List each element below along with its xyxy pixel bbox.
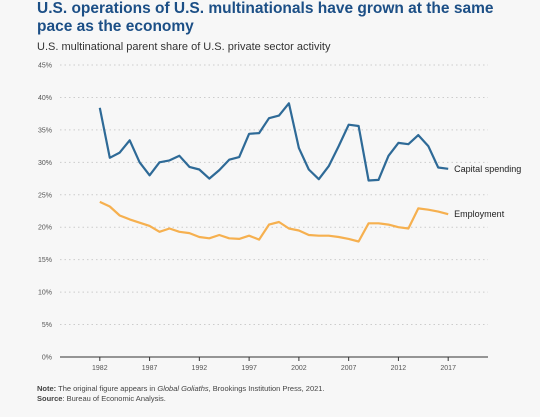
y-tick-label: 0% <box>42 355 52 362</box>
note-line: Note: The original figure appears in Glo… <box>37 384 325 394</box>
source-label: Source <box>37 394 63 403</box>
series-labels: Capital spending Employment <box>454 164 521 219</box>
y-tick-label: 5% <box>42 322 52 329</box>
x-tick-label: 2017 <box>440 365 456 372</box>
x-axis-ticks: 1982 1987 1992 1997 2002 2007 2012 2017 <box>92 357 456 372</box>
y-tick-label: 20% <box>38 225 52 232</box>
chart-title: U.S. operations of U.S. multinationals h… <box>37 0 494 35</box>
x-tick-label: 1987 <box>142 365 158 372</box>
y-axis-ticks: 0% 5% 10% 15% 20% 25% 30% 35% 40% 45% <box>38 63 52 362</box>
capital-spending-line <box>98 102 449 182</box>
note-book-title: Global Goliaths <box>157 384 209 393</box>
footnote: Note: The original figure appears in Glo… <box>37 384 325 404</box>
x-tick-label: 1997 <box>241 365 257 372</box>
y-tick-label: 10% <box>38 290 52 297</box>
note-post: , Brookings Institution Press, 2021. <box>208 384 325 393</box>
x-tick-label: 2007 <box>341 365 357 372</box>
y-tick-label: 15% <box>38 257 52 264</box>
capital-spending-label: Capital spending <box>454 164 521 174</box>
y-tick-label: 40% <box>38 95 52 102</box>
y-tick-label: 30% <box>38 160 52 167</box>
chart-subtitle: U.S. multinational parent share of U.S. … <box>37 41 331 53</box>
x-tick-label: 2012 <box>391 365 407 372</box>
y-tick-label: 25% <box>38 192 52 199</box>
employment-label: Employment <box>454 209 505 219</box>
y-tick-label: 45% <box>38 63 52 70</box>
x-tick-label: 1982 <box>92 365 108 372</box>
y-tick-label: 35% <box>38 127 52 134</box>
x-tick-label: 1992 <box>192 365 208 372</box>
source-line: Source: Bureau of Economic Analysis. <box>37 394 325 404</box>
series-lines <box>98 102 449 243</box>
employment-line <box>99 200 449 243</box>
x-tick-label: 2002 <box>291 365 307 372</box>
note-pre: The original figure appears in <box>56 384 158 393</box>
source-text: : Bureau of Economic Analysis. <box>62 394 166 403</box>
gridlines <box>60 64 488 358</box>
note-label: Note: <box>37 384 57 393</box>
